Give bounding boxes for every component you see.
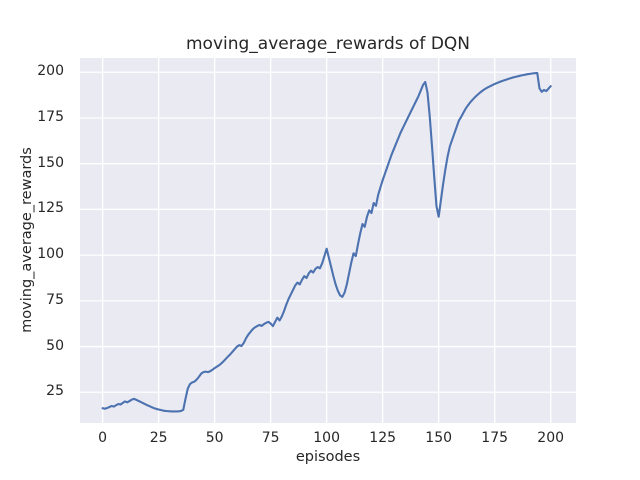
y-tick-label: 50 [0, 338, 72, 354]
x-tick-label: 200 [537, 430, 565, 446]
y-axis-label-text: moving_average_rewards [19, 147, 35, 333]
y-tick-label-text: 125 [37, 200, 64, 217]
x-tick-label: 25 [149, 430, 168, 446]
y-tick-label-text: 175 [37, 108, 64, 125]
y-tick-label-text: 50 [46, 337, 64, 354]
y-tick-label: 175 [0, 109, 72, 125]
chart-title: moving_average_rewards of DQN [185, 34, 471, 54]
y-tick-label-text: 150 [37, 154, 64, 171]
x-tick-label: 175 [481, 430, 509, 446]
x-tick-label: 0 [98, 430, 108, 446]
x-tick-label: 125 [369, 430, 397, 446]
y-tick-label: 25 [0, 383, 72, 399]
y-tick-label-text: 75 [46, 291, 64, 308]
x-tick-label: 150 [425, 430, 453, 446]
reward-line [101, 71, 552, 413]
y-tick-label-text: 25 [46, 383, 64, 400]
y-tick-label: 100 [0, 246, 72, 262]
line-chart-canvas [80, 58, 576, 423]
y-tick-label: 125 [0, 200, 72, 216]
plot-area [80, 58, 576, 423]
x-tick-label: 75 [261, 430, 280, 446]
x-tick-label: 100 [313, 430, 340, 446]
x-axis-label: episodes [295, 449, 361, 465]
y-tick-label: 150 [0, 155, 72, 171]
y-tick-label: 75 [0, 292, 72, 308]
y-tick-label-text: 100 [37, 246, 64, 263]
y-tick-label: 200 [0, 63, 72, 79]
x-tick-label: 50 [205, 430, 224, 446]
y-tick-label-text: 200 [37, 63, 64, 80]
